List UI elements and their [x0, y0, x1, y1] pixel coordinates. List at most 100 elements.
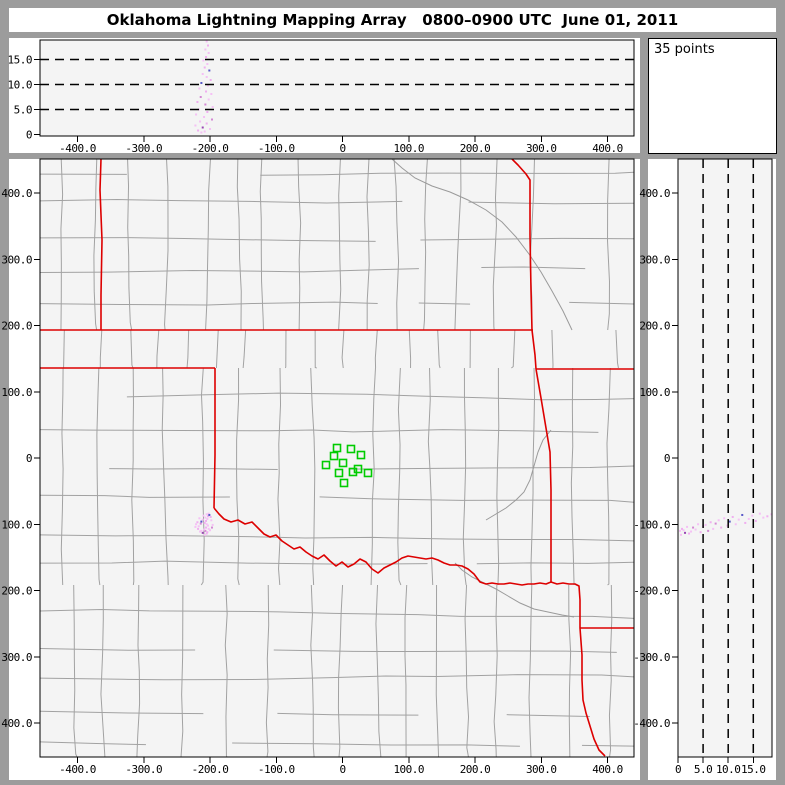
window-title: Oklahoma Lightning Mapping Array 0800–09…	[9, 8, 776, 32]
tick-label: 0	[339, 142, 345, 155]
tick-label: 400.0	[639, 187, 670, 200]
source-point	[210, 118, 213, 121]
source-point	[205, 523, 208, 526]
source-point	[200, 529, 203, 532]
lma-station-marker	[356, 450, 366, 460]
points-count-box: 35 points	[648, 38, 777, 154]
tick-label: -300.0	[633, 651, 670, 664]
tick-label: 10.0	[8, 79, 33, 92]
source-point	[726, 524, 729, 527]
source-point	[202, 514, 205, 517]
source-point	[201, 518, 204, 521]
lightning-sources-ew-alt	[194, 40, 214, 134]
source-point	[195, 523, 198, 526]
source-point	[211, 523, 214, 526]
source-point	[199, 120, 202, 123]
source-point	[204, 48, 207, 51]
lma-station-marker	[321, 460, 331, 470]
tick-label: -300.0	[125, 142, 162, 155]
tick-label: 300.0	[1, 253, 32, 266]
source-point	[207, 527, 210, 530]
source-point	[209, 128, 211, 130]
source-point	[195, 113, 198, 116]
source-point	[205, 532, 208, 535]
source-point	[209, 515, 212, 518]
lma-stations	[321, 443, 373, 488]
source-point	[717, 519, 720, 522]
source-point	[690, 530, 693, 533]
source-point	[203, 528, 206, 531]
source-point	[766, 515, 769, 518]
source-point	[681, 527, 684, 530]
ew-alt-frame	[39, 39, 635, 137]
source-point	[207, 84, 210, 87]
tick-label: -200.0	[633, 585, 670, 598]
source-point	[204, 529, 207, 532]
tick-label: -200.0	[192, 142, 229, 155]
tick-label: 400.0	[1, 187, 32, 200]
source-point	[682, 529, 685, 532]
state-borders	[40, 159, 634, 757]
tick-label: -400.0	[633, 717, 670, 730]
source-point	[206, 517, 209, 520]
altitude-gridlines	[40, 58, 755, 757]
source-point	[203, 533, 206, 536]
source-point	[203, 130, 206, 133]
source-point	[707, 529, 710, 532]
tick-label: -100.0	[258, 142, 295, 155]
lma-station-marker	[338, 458, 348, 468]
source-point	[747, 517, 750, 520]
source-point	[205, 526, 208, 529]
source-point	[203, 521, 206, 524]
source-point	[208, 69, 211, 72]
map-layers	[40, 159, 634, 757]
source-point	[196, 101, 199, 103]
tick-label: 5.0	[694, 763, 712, 776]
source-point	[209, 529, 211, 532]
source-point	[194, 525, 197, 528]
source-point	[206, 63, 209, 65]
source-point	[197, 129, 200, 132]
points-count-label: 35 points	[654, 42, 715, 57]
source-point	[196, 521, 199, 524]
source-point	[210, 519, 213, 522]
source-point	[206, 531, 209, 534]
source-point	[200, 131, 203, 134]
tick-label: -300.0	[125, 763, 162, 776]
source-point	[686, 525, 689, 528]
source-point	[758, 512, 761, 515]
ew-alt-plot-bg	[40, 40, 634, 136]
source-point	[720, 526, 723, 529]
source-point	[210, 93, 213, 95]
source-point	[203, 116, 206, 118]
source-point	[200, 520, 203, 523]
lma-station-marker	[363, 468, 373, 478]
source-point	[199, 522, 202, 525]
tick-label: 400.0	[592, 763, 623, 776]
source-point	[751, 514, 754, 517]
tick-label: -200.0	[0, 585, 32, 598]
source-point	[762, 516, 765, 519]
lma-station-marker	[329, 451, 339, 461]
lma-station-marker	[348, 467, 358, 477]
lma-station-marker	[334, 468, 344, 478]
source-point	[208, 513, 211, 516]
tick-label: 100.0	[393, 763, 424, 776]
source-point	[201, 531, 204, 534]
source-point	[694, 528, 697, 531]
tick-label: -400.0	[59, 763, 96, 776]
tick-label: 300.0	[639, 253, 670, 266]
tick-label: -100.0	[633, 518, 670, 531]
source-point	[728, 520, 731, 523]
source-point	[205, 513, 208, 516]
source-point	[714, 522, 717, 525]
tick-label: -100.0	[0, 518, 32, 531]
source-point	[712, 527, 715, 530]
source-point	[723, 517, 726, 520]
source-point	[207, 44, 210, 47]
source-point	[199, 530, 202, 533]
source-point	[204, 103, 207, 106]
source-point	[198, 517, 201, 520]
tick-label: 100.0	[639, 386, 670, 399]
